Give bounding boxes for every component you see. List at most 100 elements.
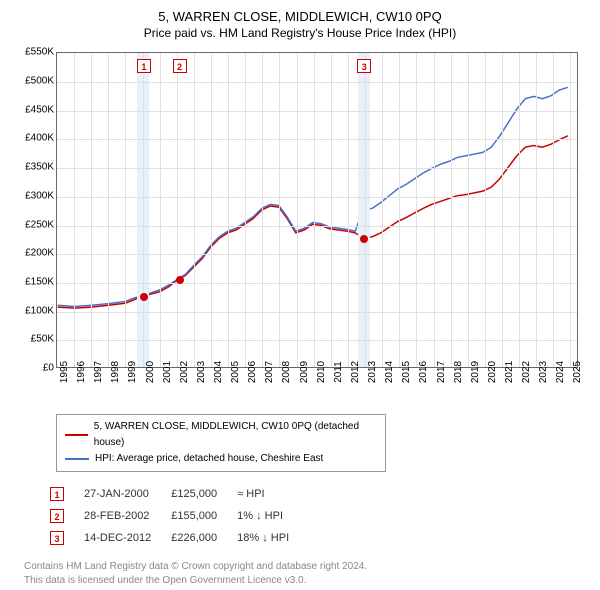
- sale-diff: 1% ↓ HPI: [237, 506, 307, 526]
- line-svg: [57, 53, 577, 367]
- gridline-v: [74, 53, 75, 367]
- table-marker: 3: [50, 531, 64, 545]
- table-row: 314-DEC-2012£226,00018% ↓ HPI: [50, 528, 307, 548]
- table-marker: 2: [50, 509, 64, 523]
- gridline-v: [519, 53, 520, 367]
- gridline-h: [57, 254, 577, 255]
- y-axis-label: £200K: [25, 248, 54, 259]
- chart-title: 5, WARREN CLOSE, MIDDLEWICH, CW10 0PQ: [12, 8, 588, 26]
- gridline-v: [297, 53, 298, 367]
- gridline-v: [485, 53, 486, 367]
- y-axis-label: £500K: [25, 75, 54, 86]
- sale-date: 14-DEC-2012: [84, 528, 169, 548]
- x-axis-label: 2017: [436, 361, 447, 383]
- gridline-h: [57, 197, 577, 198]
- table-marker: 1: [50, 487, 64, 501]
- x-axis-label: 1998: [110, 361, 121, 383]
- x-axis-label: 2005: [230, 361, 241, 383]
- gridline-v: [314, 53, 315, 367]
- gridline-v: [160, 53, 161, 367]
- table-row: 2 28-FEB-2002£155,0001% ↓ HPI: [50, 506, 307, 526]
- gridline-v: [502, 53, 503, 367]
- gridline-v: [382, 53, 383, 367]
- x-axis-label: 2013: [367, 361, 378, 383]
- x-axis-label: 2002: [179, 361, 190, 383]
- gridline-h: [57, 139, 577, 140]
- gridline-h: [57, 283, 577, 284]
- sale-dot: [176, 276, 184, 284]
- gridline-v: [536, 53, 537, 367]
- y-axis-label: £350K: [25, 162, 54, 173]
- gridline-v: [125, 53, 126, 367]
- gridline-v: [262, 53, 263, 367]
- gridline-v: [91, 53, 92, 367]
- sale-price: £155,000: [171, 506, 235, 526]
- sale-date: 27-JAN-2000: [84, 484, 169, 504]
- x-axis-label: 2016: [418, 361, 429, 383]
- x-axis-label: 1996: [76, 361, 87, 383]
- x-axis-label: 2009: [299, 361, 310, 383]
- sale-diff: 18% ↓ HPI: [237, 528, 307, 548]
- y-axis-label: £50K: [31, 334, 54, 345]
- gridline-v: [194, 53, 195, 367]
- gridline-h: [57, 340, 577, 341]
- y-axis-label: £300K: [25, 190, 54, 201]
- gridline-v: [553, 53, 554, 367]
- sale-dot: [360, 235, 368, 243]
- x-axis-label: 2019: [470, 361, 481, 383]
- plot-area: 1 2 3: [56, 52, 578, 368]
- gridline-v: [365, 53, 366, 367]
- legend-swatch: [65, 458, 89, 460]
- legend-label: HPI: Average price, detached house, Ches…: [95, 451, 323, 467]
- x-axis-label: 1995: [59, 361, 70, 383]
- x-axis-label: 2008: [281, 361, 292, 383]
- gridline-v: [416, 53, 417, 367]
- gridline-h: [57, 226, 577, 227]
- chart-marker: 2: [173, 59, 187, 73]
- gridline-v: [245, 53, 246, 367]
- x-axis-label: 2000: [145, 361, 156, 383]
- gridline-h: [57, 168, 577, 169]
- chart-marker: 3: [357, 59, 371, 73]
- sale-diff: ≈ HPI: [237, 484, 307, 504]
- table-row: 127-JAN-2000£125,000≈ HPI: [50, 484, 307, 504]
- footer-line2: This data is licensed under the Open Gov…: [24, 574, 588, 588]
- gridline-v: [434, 53, 435, 367]
- y-axis-label: £550K: [25, 47, 54, 58]
- gridline-v: [211, 53, 212, 367]
- gridline-v: [279, 53, 280, 367]
- y-axis-label: £400K: [25, 133, 54, 144]
- x-axis-label: 1999: [127, 361, 138, 383]
- x-axis-label: 2018: [453, 361, 464, 383]
- y-axis-label: £150K: [25, 277, 54, 288]
- x-axis-label: 2015: [401, 361, 412, 383]
- x-axis-label: 2006: [247, 361, 258, 383]
- x-axis-label: 2004: [213, 361, 224, 383]
- x-axis-label: 2025: [572, 361, 583, 383]
- gridline-h: [57, 312, 577, 313]
- gridline-h: [57, 111, 577, 112]
- chart-subtitle: Price paid vs. HM Land Registry's House …: [12, 26, 588, 40]
- legend: 5, WARREN CLOSE, MIDDLEWICH, CW10 0PQ (d…: [56, 414, 386, 472]
- gridline-v: [228, 53, 229, 367]
- gridline-v: [468, 53, 469, 367]
- footer: Contains HM Land Registry data © Crown c…: [24, 560, 588, 588]
- y-axis-label: £450K: [25, 104, 54, 115]
- legend-label: 5, WARREN CLOSE, MIDDLEWICH, CW10 0PQ (d…: [94, 419, 377, 451]
- chart-container: 5, WARREN CLOSE, MIDDLEWICH, CW10 0PQ Pr…: [0, 0, 600, 590]
- x-axis-label: 2014: [384, 361, 395, 383]
- sale-date: 28-FEB-2002: [84, 506, 169, 526]
- x-axis-label: 2007: [264, 361, 275, 383]
- chart-marker: 1: [137, 59, 151, 73]
- sales-table: 127-JAN-2000£125,000≈ HPI228-FEB-2002£15…: [48, 482, 309, 550]
- x-axis-label: 1997: [93, 361, 104, 383]
- x-axis-label: 2021: [504, 361, 515, 383]
- x-axis-label: 2024: [555, 361, 566, 383]
- y-axis-label: £0: [43, 363, 54, 374]
- gridline-v: [451, 53, 452, 367]
- x-axis-label: 2003: [196, 361, 207, 383]
- x-axis-label: 2001: [162, 361, 173, 383]
- x-axis-label: 2012: [350, 361, 361, 383]
- y-axis-label: £100K: [25, 305, 54, 316]
- chart-area: 123 £0£50K£100K£150K£200K£250K£300K£350K…: [12, 48, 588, 408]
